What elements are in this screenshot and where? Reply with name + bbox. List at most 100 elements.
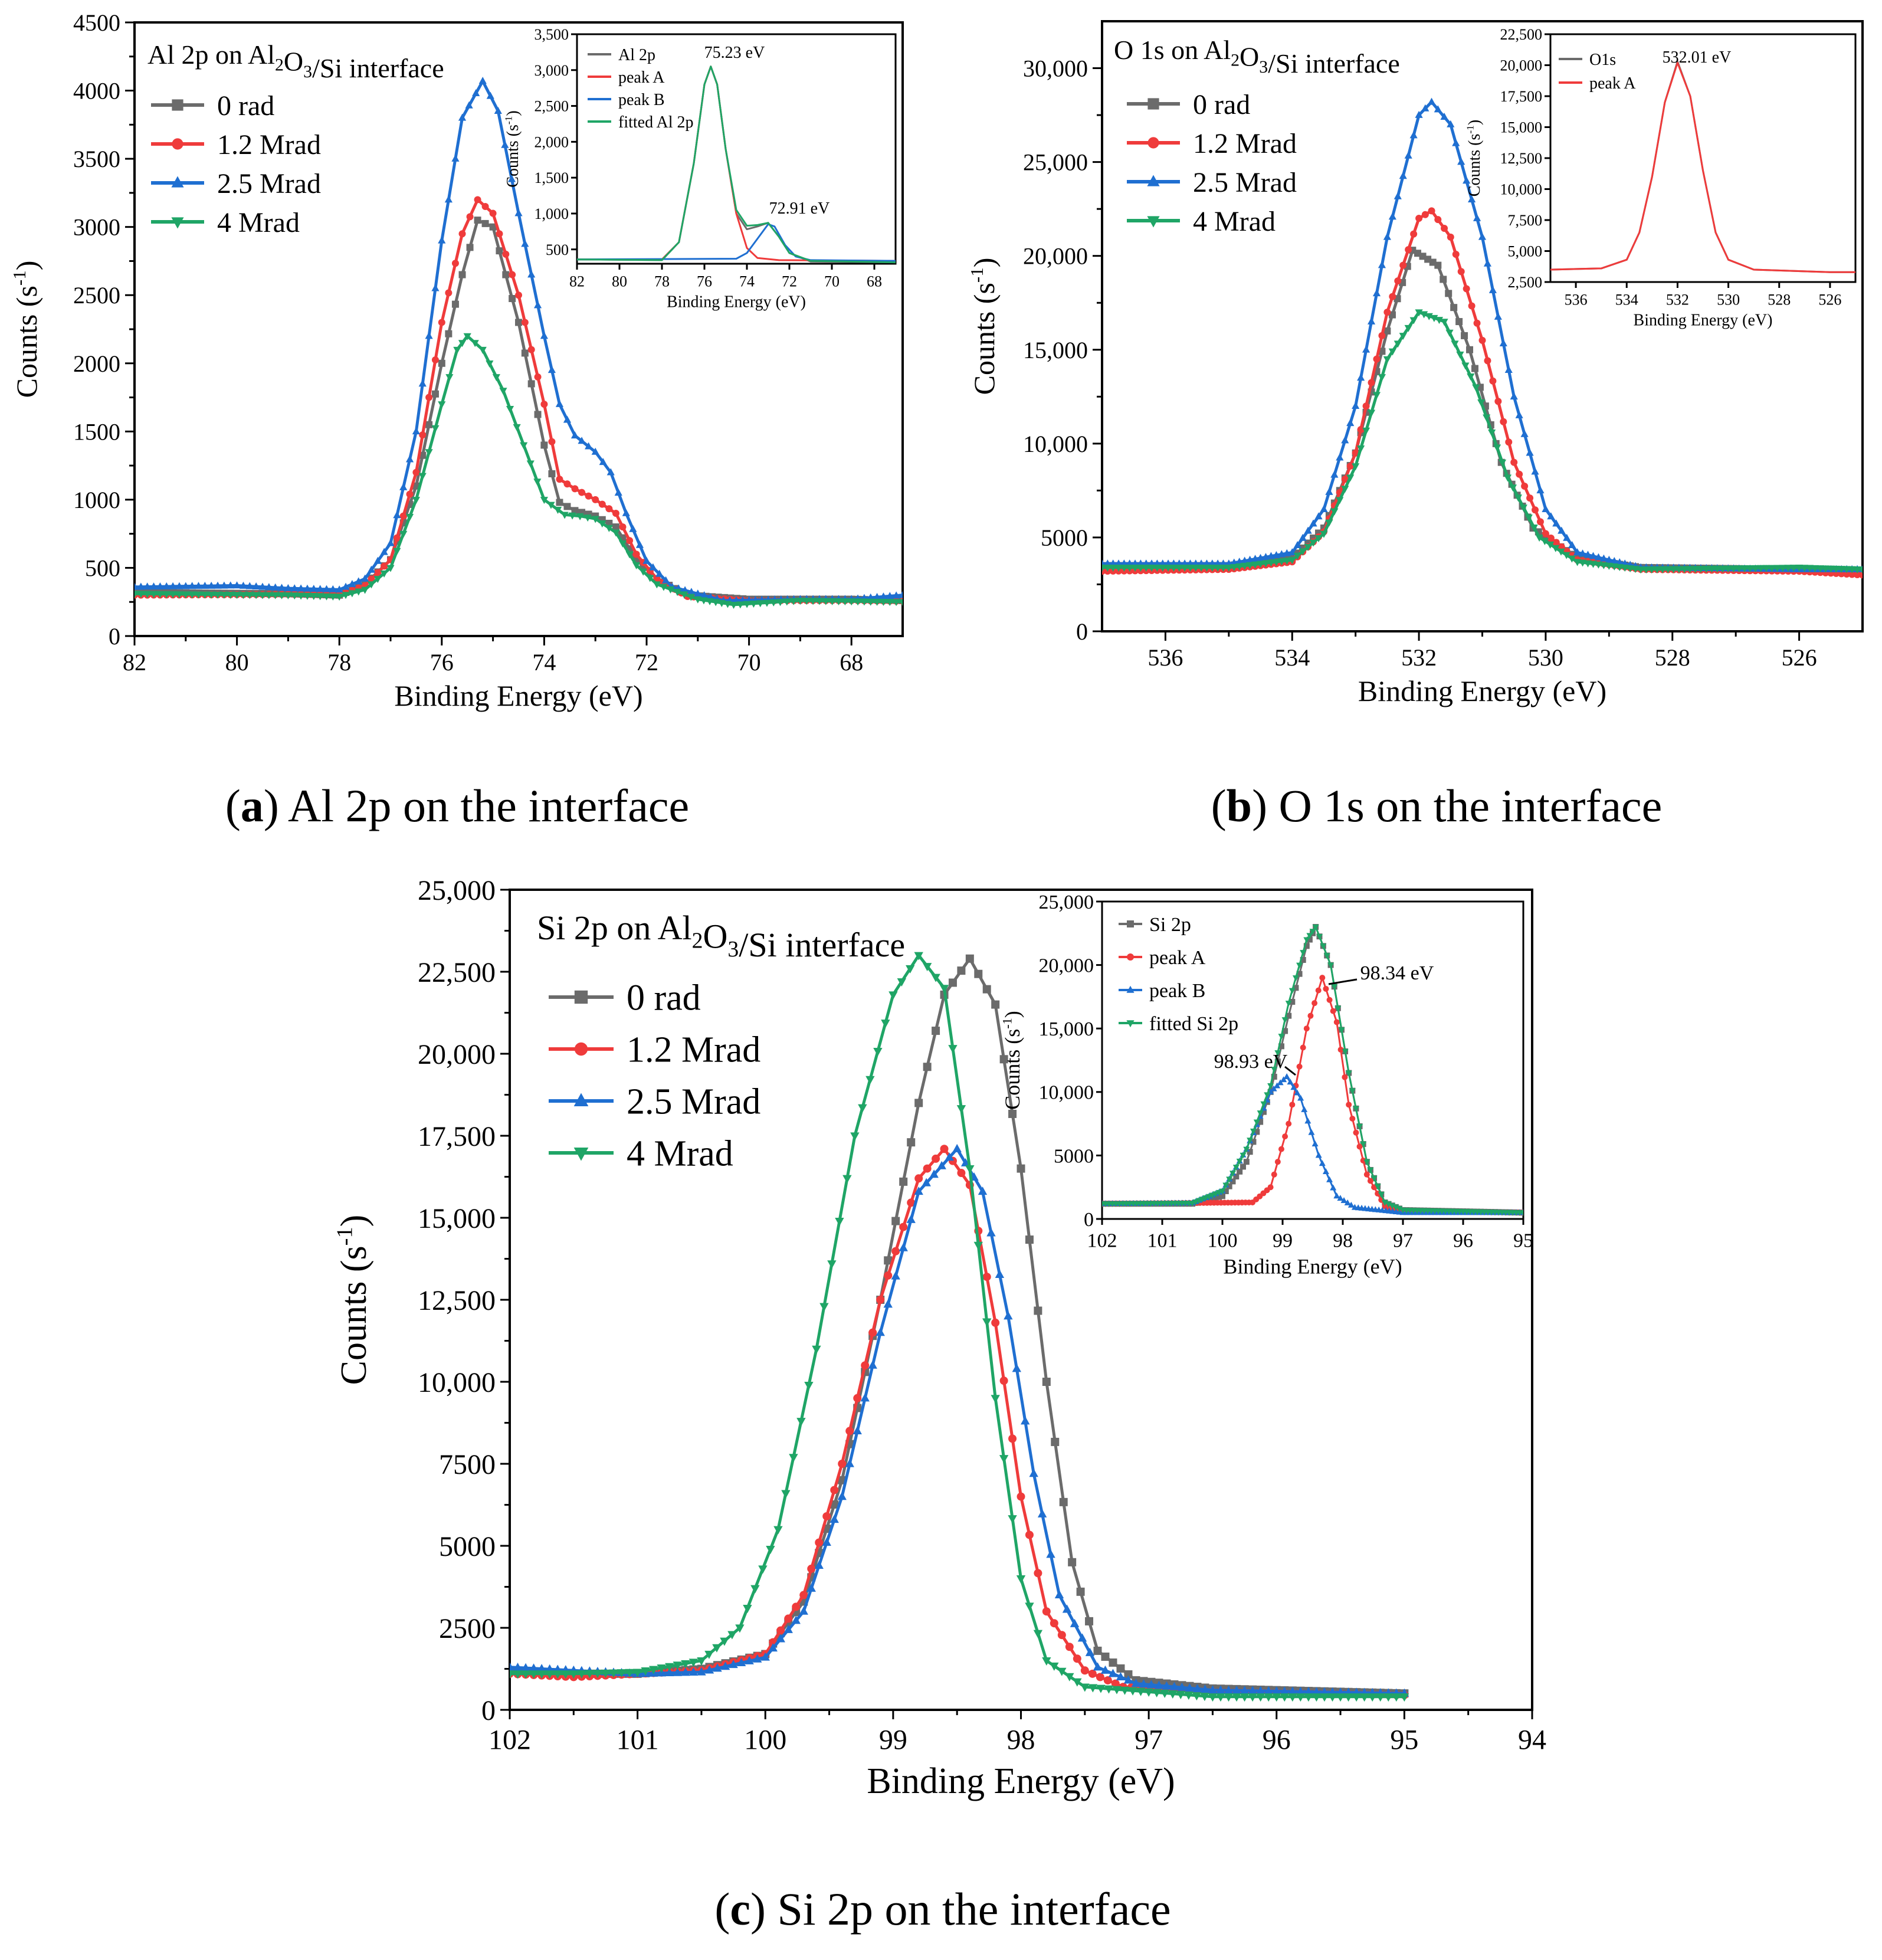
inset-data-point [1352, 1106, 1359, 1112]
chart-title: Al 2p on Al2O3/Si interface [147, 40, 444, 83]
data-point [1800, 565, 1809, 572]
data-point [1169, 1682, 1179, 1690]
data-point [653, 581, 661, 589]
data-point [1526, 494, 1534, 502]
data-point [952, 1143, 962, 1152]
x-tick-label: 95 [1390, 1724, 1418, 1755]
data-point [284, 592, 292, 599]
data-point [1494, 312, 1502, 320]
inset-data-point [1253, 1119, 1260, 1126]
data-point [1466, 346, 1474, 353]
data-point [957, 966, 966, 975]
data-point [367, 565, 376, 573]
data-point [745, 1656, 754, 1664]
inset-data-point [1367, 1167, 1374, 1174]
data-point [458, 271, 466, 278]
data-point [906, 965, 915, 974]
inset-data-point [1216, 1194, 1222, 1200]
inset-x-tick-label: 80 [612, 273, 627, 290]
data-point [1811, 565, 1819, 572]
inset-data-point [1385, 1201, 1392, 1208]
data-point [712, 1644, 722, 1653]
legend-swatch-marker [574, 990, 588, 1004]
inset-data-point [1392, 1204, 1399, 1211]
data-point [956, 1105, 966, 1114]
data-point [704, 1665, 714, 1674]
data-point [571, 507, 579, 514]
inset-y-tick-label: 3,000 [535, 62, 569, 79]
data-point [834, 598, 843, 605]
data-point [937, 1161, 946, 1169]
inset-x-axis-label: Binding Energy (eV) [1223, 1254, 1402, 1278]
inset-legend-marker [1126, 1020, 1135, 1028]
data-point [727, 1631, 737, 1640]
inset-data-point [1297, 1094, 1304, 1101]
inset-data-point [1316, 934, 1323, 940]
data-point [1686, 566, 1694, 573]
data-point [405, 455, 414, 463]
data-point [348, 579, 356, 587]
data-point [451, 154, 460, 162]
data-point [162, 591, 171, 599]
data-point [1025, 1235, 1034, 1244]
data-point [521, 319, 529, 326]
data-point [1357, 445, 1365, 453]
data-point [1447, 120, 1455, 127]
inset-data-point [1312, 1000, 1318, 1007]
data-point [1346, 474, 1355, 482]
x-tick-label: 97 [1135, 1724, 1163, 1755]
data-point [1336, 1693, 1345, 1702]
data-point [361, 574, 369, 582]
x-tick-label: 526 [1782, 644, 1817, 671]
data-point [478, 346, 487, 354]
x-tick-label: 74 [532, 649, 556, 676]
data-point [723, 601, 732, 608]
data-point [1421, 211, 1429, 218]
data-point [1457, 158, 1465, 165]
data-point [1816, 565, 1824, 573]
data-point [548, 438, 556, 445]
inset-data-point [1278, 1043, 1284, 1050]
data-point [529, 1670, 539, 1679]
inset-data-point [1247, 1149, 1253, 1155]
data-point [1181, 565, 1189, 572]
data-point [1631, 566, 1640, 573]
data-point [1131, 565, 1139, 572]
data-point [1440, 276, 1447, 283]
data-point [828, 598, 837, 605]
data-point [804, 1381, 814, 1390]
inset-y-axis-label: Counts (s-1) [1464, 120, 1484, 196]
data-point [373, 556, 382, 564]
data-point [822, 1538, 831, 1546]
inset-data-point [1300, 950, 1307, 956]
inset-data-point [1278, 1146, 1284, 1152]
data-point [612, 510, 619, 517]
inset-data-point [1331, 984, 1338, 991]
data-point [599, 458, 607, 466]
inset-data-point [1229, 1178, 1236, 1185]
y-tick-label: 7500 [439, 1449, 496, 1480]
data-point [1399, 172, 1407, 179]
data-point [729, 602, 738, 609]
data-point [1042, 1607, 1051, 1616]
data-point [922, 963, 932, 972]
data-point [182, 591, 190, 599]
data-point [438, 401, 446, 409]
data-point [444, 195, 453, 203]
data-point [258, 592, 267, 599]
data-point [533, 301, 542, 309]
data-point [1451, 340, 1459, 348]
inset-x-tick-label: 534 [1615, 291, 1638, 309]
data-point [1535, 535, 1543, 542]
data-point [1314, 535, 1323, 543]
data-point [1499, 339, 1507, 346]
data-point [858, 1104, 867, 1113]
data-point [1568, 540, 1576, 548]
data-point [1768, 565, 1776, 572]
data-point [556, 476, 563, 483]
data-point [1532, 506, 1539, 514]
inset-data-point [1306, 933, 1313, 939]
data-point [1510, 458, 1518, 466]
data-point [1103, 565, 1112, 572]
data-point [1224, 1693, 1234, 1702]
